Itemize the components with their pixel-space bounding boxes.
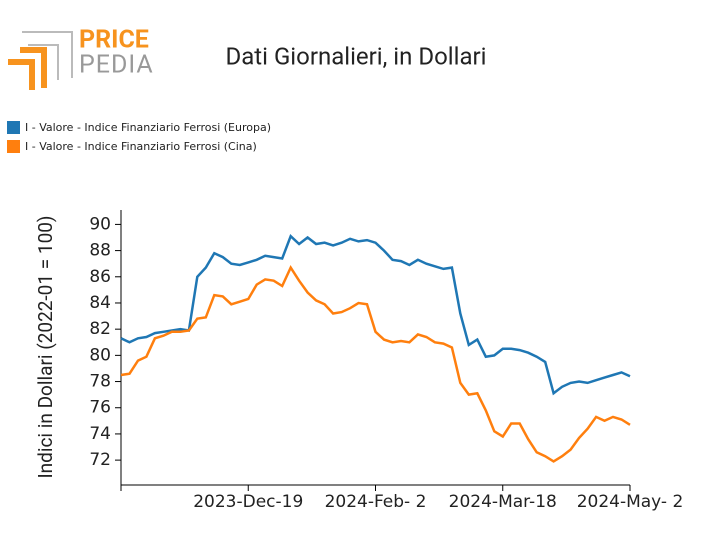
logo-text: PRICE	[79, 26, 149, 55]
x-tick-label: 2024-May- 2	[577, 492, 684, 512]
y-tick-label: 90	[89, 214, 111, 234]
legend-swatch	[7, 121, 20, 134]
series-line	[120, 234, 631, 396]
y-tick-label: 72	[89, 450, 111, 470]
y-tick-label: 82	[89, 319, 111, 339]
series-line	[120, 265, 631, 463]
y-tick-label: 86	[89, 267, 111, 287]
chart-title: Dati Giornalieri, in Dollari	[226, 42, 487, 70]
y-tick-label: 88	[89, 241, 111, 261]
y-tick-label: 76	[89, 398, 111, 418]
legend-label: I - Valore - Indice Finanziario Ferrosi …	[25, 140, 257, 153]
y-tick-label: 84	[89, 293, 111, 313]
logo-shape	[22, 31, 73, 78]
logo-shape	[28, 44, 59, 80]
x-tick-label: 2024-Mar-18	[449, 492, 557, 512]
logo-shape	[20, 47, 47, 88]
x-tick-label: 2023-Dec-19	[193, 492, 303, 512]
y-axis-label: Indici in Dollari (2022-01 = 100)	[34, 215, 57, 478]
logo: PRICE PEDIA	[8, 25, 154, 90]
legend-swatch	[7, 140, 20, 153]
y-tick-label: 74	[89, 424, 111, 444]
legend-label: I - Valore - Indice Finanziario Ferrosi …	[25, 121, 271, 134]
y-tick-label: 80	[89, 345, 111, 365]
logo-text: PEDIA	[79, 51, 154, 80]
x-tick-label: 2024-Feb- 2	[325, 492, 427, 512]
y-tick-label: 78	[89, 372, 111, 392]
logo-shape	[8, 59, 35, 90]
